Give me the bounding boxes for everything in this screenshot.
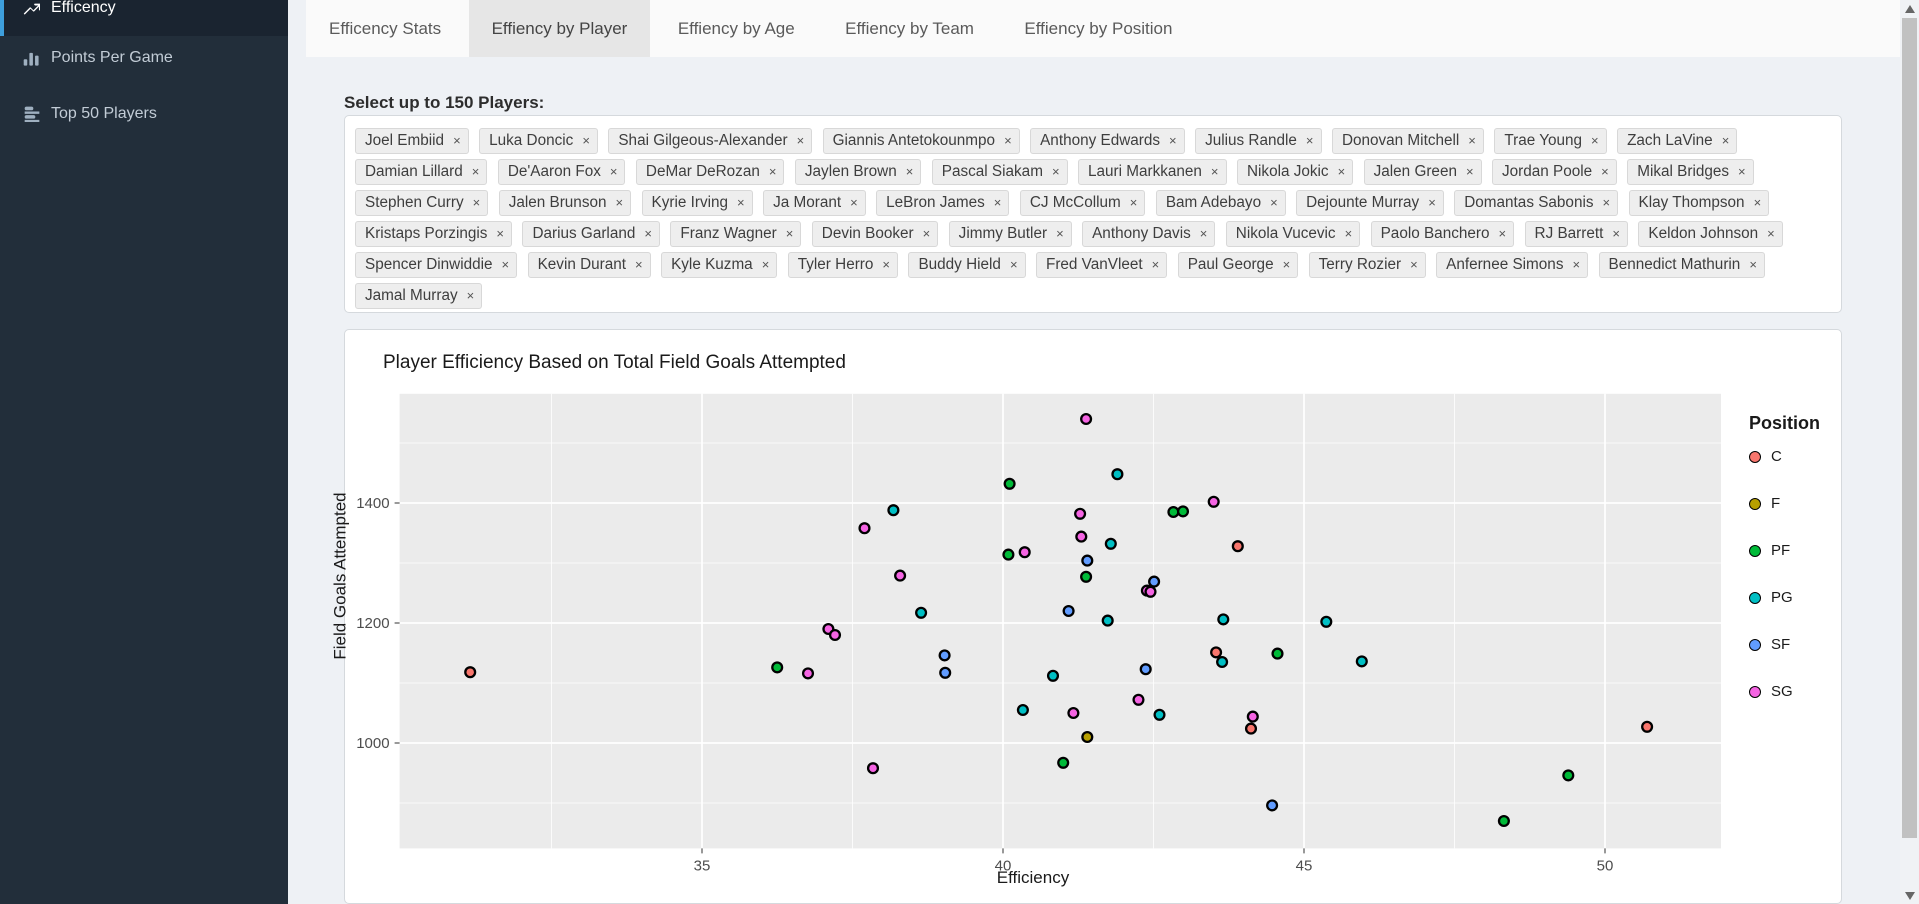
svg-text:1000: 1000 xyxy=(356,735,389,752)
svg-text:1200: 1200 xyxy=(356,615,389,632)
svg-text:1400: 1400 xyxy=(356,495,389,512)
